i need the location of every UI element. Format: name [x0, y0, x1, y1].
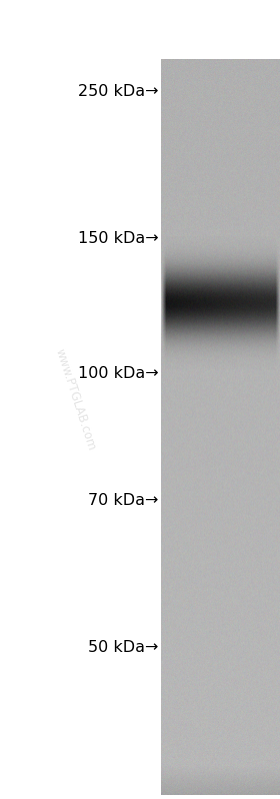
- Text: www.PTGLAB.com: www.PTGLAB.com: [53, 347, 98, 452]
- Text: 150 kDa→: 150 kDa→: [78, 231, 158, 245]
- Text: 250 kDa→: 250 kDa→: [78, 85, 158, 99]
- Text: 70 kDa→: 70 kDa→: [88, 494, 158, 508]
- Text: 50 kDa→: 50 kDa→: [88, 640, 158, 654]
- Text: 100 kDa→: 100 kDa→: [78, 367, 158, 381]
